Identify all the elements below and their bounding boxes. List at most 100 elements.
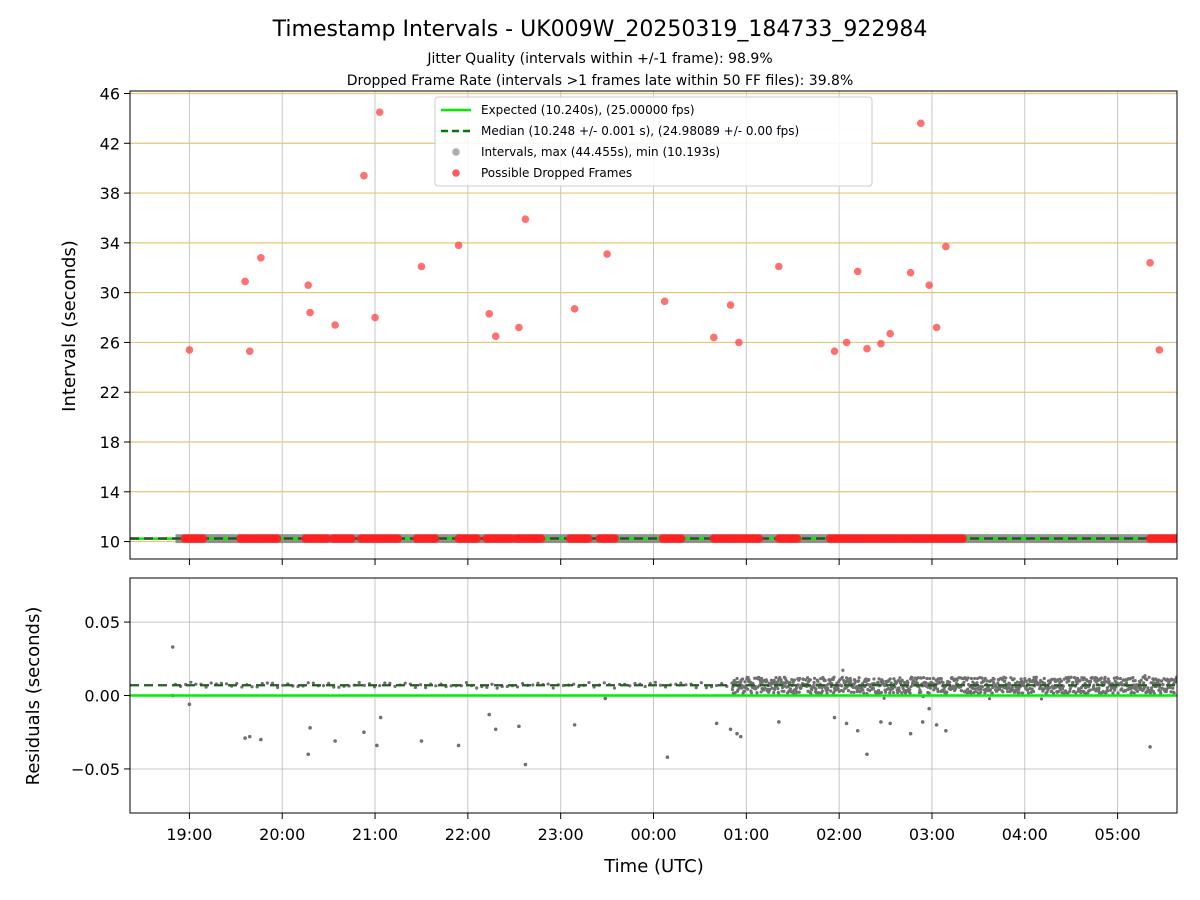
residual-point	[915, 681, 920, 685]
residual-point	[1068, 687, 1072, 691]
x-tick-label: 01:00	[723, 825, 769, 844]
legend-box	[434, 96, 873, 187]
dropped-frame-point	[257, 253, 265, 262]
residual-point	[862, 691, 866, 695]
residual-point	[1025, 688, 1030, 692]
residual-point	[265, 681, 269, 685]
residual-point	[1073, 676, 1077, 680]
residual-point	[877, 677, 881, 681]
residual-point	[896, 678, 901, 683]
residual-point	[1161, 683, 1165, 687]
residual-point	[1067, 679, 1071, 683]
legend-marker-swatch	[452, 148, 460, 156]
residual-point	[895, 680, 899, 685]
dropped-frame-point	[906, 268, 915, 277]
residual-point	[603, 696, 608, 701]
residual-point	[1042, 676, 1046, 681]
top-y-tick-label: 46	[100, 84, 120, 103]
residual-point	[1031, 689, 1036, 694]
residual-point	[775, 680, 780, 684]
residual-point	[871, 686, 876, 691]
residual-point	[804, 678, 808, 682]
residual-point	[357, 680, 361, 685]
residual-point	[1020, 691, 1025, 695]
residual-point	[992, 677, 996, 681]
residual-point	[337, 685, 341, 689]
residual-point	[746, 675, 750, 680]
residual-point	[1012, 677, 1016, 681]
residual-point	[189, 680, 193, 684]
residual-point	[1172, 691, 1176, 695]
residual-point	[1092, 683, 1096, 687]
time-axis: 19:00 20:00 21:00 22:00 23:00 00:00 01:00 02:00…	[166, 559, 1141, 844]
residual-point	[823, 678, 827, 683]
residual-point	[1138, 681, 1142, 685]
residual-point	[449, 684, 453, 688]
residual-point	[872, 677, 876, 681]
residual-point	[858, 689, 863, 693]
residual-point	[714, 721, 719, 726]
residual-point	[1143, 674, 1147, 678]
residual-point	[333, 739, 337, 743]
dropped-frame-point	[842, 338, 851, 347]
residual-point	[888, 721, 892, 726]
residual-point	[187, 702, 192, 707]
residual-point	[939, 677, 943, 681]
dropped-frame-point	[726, 301, 735, 309]
residual-point	[790, 678, 794, 682]
residual-point	[809, 691, 813, 695]
residual-point	[715, 683, 719, 688]
residual-point	[487, 712, 492, 717]
dropped-frame-point	[273, 534, 282, 543]
residual-point	[845, 677, 850, 681]
residual-point	[1078, 678, 1082, 683]
residual-point	[980, 684, 985, 689]
residual-point	[808, 678, 812, 682]
dropped-frame-point	[1146, 258, 1154, 267]
residual-point	[665, 755, 670, 759]
residual-point	[1032, 675, 1036, 679]
residual-point	[881, 679, 885, 683]
residual-point	[966, 676, 970, 680]
bottom-y-tick-label: −0.05	[71, 760, 120, 779]
residual-point	[1139, 678, 1143, 682]
residual-point	[730, 687, 734, 692]
chart-subtitle-jitter: Jitter Quality (intervals within +/-1 fr…	[426, 51, 772, 67]
residual-point	[888, 691, 892, 695]
residual-point	[901, 687, 905, 691]
top-y-tick-label: 18	[100, 433, 120, 452]
x-tick-label: 04:00	[1002, 825, 1048, 844]
bottom-data	[130, 645, 1177, 767]
residual-point	[1169, 690, 1173, 694]
bottom-y-tick-label: 0.05	[84, 613, 120, 632]
residual-point	[812, 680, 816, 685]
residual-point	[916, 676, 920, 680]
residual-point	[485, 685, 489, 689]
dropped-frame-point	[942, 242, 950, 251]
residual-point	[1147, 675, 1151, 679]
residual-point	[275, 685, 280, 690]
residual-point	[735, 676, 739, 681]
top-y-tick-label: 34	[100, 234, 120, 253]
residual-point	[219, 681, 224, 685]
residual-point	[270, 681, 275, 685]
residual-point	[1171, 686, 1175, 690]
dropped-frame-point	[371, 313, 379, 322]
residual-point	[897, 686, 901, 690]
dropped-frame-point	[331, 321, 339, 329]
chart-legend: Expected (10.240s), (25.00000 fps) Median…	[434, 96, 873, 187]
residual-point	[464, 681, 469, 685]
residual-point	[879, 690, 883, 695]
residual-point	[1124, 681, 1129, 685]
dropped-frame-point	[198, 534, 208, 543]
residual-point	[1097, 686, 1101, 690]
residual-point	[694, 686, 698, 690]
residual-point	[699, 681, 703, 685]
residual-point	[306, 752, 311, 757]
residual-point	[1133, 679, 1137, 683]
residual-point	[643, 684, 647, 689]
residual-point	[1132, 683, 1136, 687]
residual-point	[1024, 679, 1028, 683]
residual-point	[523, 762, 528, 767]
residual-point	[1017, 687, 1021, 692]
